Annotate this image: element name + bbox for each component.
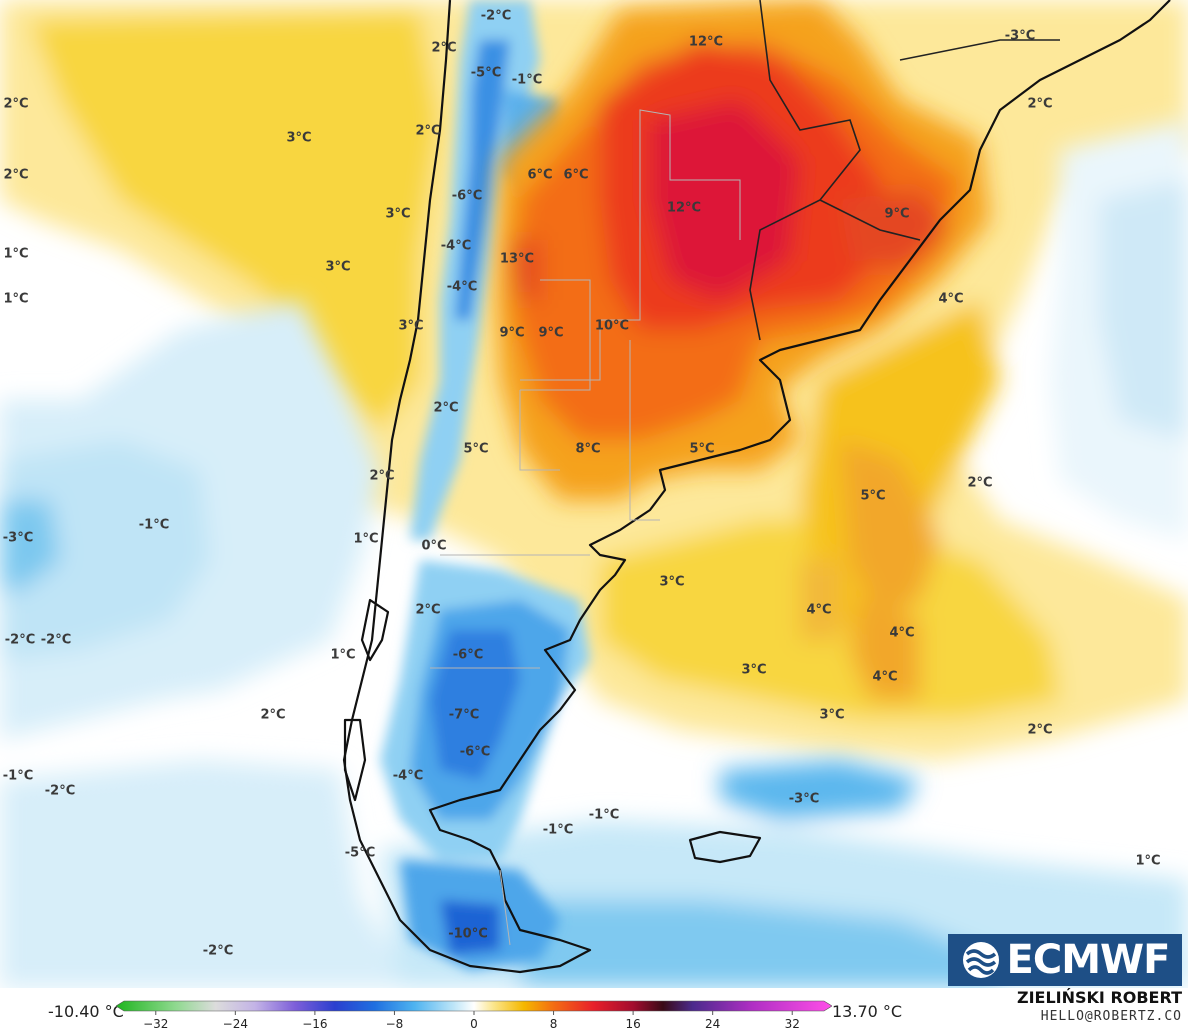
temperature-label: -1°C [589,808,619,823]
temperature-label: -10°C [448,927,488,942]
temperature-label: 1°C [3,247,28,262]
temperature-label: 3°C [325,260,350,275]
temperature-label: 12°C [667,201,701,216]
temperature-label: 3°C [398,319,423,334]
temperature-label: 2°C [967,476,992,491]
color-scale-ticks: −32 −24 −16 −8 0 8 16 24 32 [143,1011,800,1031]
temperature-label: 2°C [415,124,440,139]
temperature-label: -1°C [512,73,542,88]
temperature-label: 5°C [463,442,488,457]
temperature-label: -6°C [460,745,490,760]
temperature-label: 3°C [659,575,684,590]
temperature-label: 2°C [415,603,440,618]
scale-tick-label: 8 [550,1017,558,1031]
temperature-label: -2°C [5,633,35,648]
temperature-label: -4°C [441,239,471,254]
temperature-label: 2°C [433,401,458,416]
temperature-label: -1°C [3,769,33,784]
scale-tick-label: −24 [223,1017,248,1031]
ecmwf-waves-icon [962,942,999,978]
temperature-label: 10°C [595,319,629,334]
temperature-label: -4°C [393,769,423,784]
temperature-label: 13°C [500,252,534,267]
temperature-label: -7°C [449,708,479,723]
scale-tick-label: −32 [143,1017,168,1031]
color-scale: −32 −24 −16 −8 0 8 16 24 32 [116,1000,832,1031]
temperature-fill-layer [0,0,1188,988]
temperature-label: 12°C [689,35,723,50]
temperature-label: 4°C [889,626,914,641]
temperature-label: 1°C [353,532,378,547]
temperature-label: -4°C [447,280,477,295]
temperature-label: 6°C [527,168,552,183]
temperature-anomaly-map: -2°C 2°C -5°C -1°C 12°C -3°C 2°C 3°C 2°C 2°C 2°C 6°… [0,0,1188,988]
temperature-label: 8°C [575,442,600,457]
min-value-label: -10.40 °C [48,1002,124,1021]
max-value-label: 13.70 °C [832,1002,903,1021]
temperature-label: 4°C [938,292,963,307]
temperature-label: 1°C [1135,854,1160,869]
ecmwf-logo: ECMWF [948,934,1182,986]
temperature-label: 3°C [286,131,311,146]
author-email: HELLO@ROBERTZ.CO [1040,1009,1182,1024]
coastline-layer [342,0,1171,974]
country-border-layer [749,0,1060,341]
scale-tick-label: −8 [386,1017,404,1031]
author-credit: ZIELIŃSKI ROBERT HELLO@ROBERTZ.CO [1017,988,1182,1026]
temperature-label: 4°C [806,603,831,618]
ecmwf-logo-text: ECMWF [1006,937,1171,983]
temperature-label: 1°C [3,292,28,307]
temperature-label: 5°C [860,489,885,504]
temperature-label: 6°C [563,168,588,183]
scale-tick-label: 16 [625,1017,640,1031]
temperature-label: 3°C [385,207,410,222]
temperature-label: -3°C [3,531,33,546]
temperature-label: -3°C [789,792,819,807]
temperature-label: 1°C [330,648,355,663]
temperature-label: -3°C [1005,29,1035,44]
temperature-label: 3°C [819,708,844,723]
temperature-label-layer: -2°C 2°C -5°C -1°C 12°C -3°C 2°C 3°C 2°C 2°C 2°C 6°… [3,9,1161,959]
temperature-label: 9°C [499,326,524,341]
scale-tick-label: 0 [470,1017,478,1031]
temperature-label: 3°C [741,663,766,678]
scale-tick-label: 24 [705,1017,720,1031]
temperature-label: 2°C [1027,97,1052,112]
temperature-label: -1°C [139,518,169,533]
scale-tick-label: −16 [302,1017,327,1031]
temperature-label: 9°C [538,326,563,341]
temperature-label: -6°C [453,648,483,663]
temperature-label: 2°C [431,41,456,56]
scale-tick-label: 32 [785,1017,800,1031]
temperature-label: -2°C [481,9,511,24]
temperature-label: 4°C [872,670,897,685]
temperature-label: -2°C [41,633,71,648]
temperature-label: -5°C [345,846,375,861]
temperature-label: 0°C [421,539,446,554]
temperature-label: 2°C [3,97,28,112]
temperature-label: 9°C [884,207,909,222]
temperature-label: -2°C [203,944,233,959]
temperature-label: 2°C [260,708,285,723]
legend-bar: -10.40 °C −32 −24 −16 −8 0 8 16 24 32 13.70 °C Z… [0,988,1188,1035]
temperature-label: 2°C [369,469,394,484]
temperature-label: 5°C [689,442,714,457]
temperature-label: -2°C [45,784,75,799]
temperature-label: -6°C [452,189,482,204]
temperature-label: 2°C [3,168,28,183]
temperature-label: 2°C [1027,723,1052,738]
province-border-layer [430,109,741,946]
temperature-label: -5°C [471,66,501,81]
temperature-label: -1°C [543,823,573,838]
author-name: ZIELIŃSKI ROBERT [1016,988,1182,1007]
color-scale-bar [116,1000,832,1012]
